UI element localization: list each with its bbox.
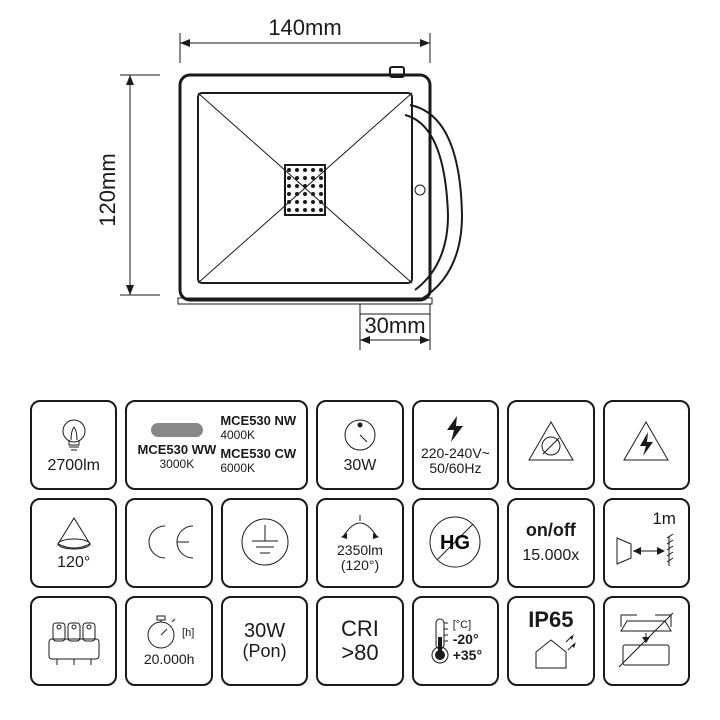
arc-icon	[337, 513, 383, 541]
tile-no-hg: HG	[412, 498, 499, 588]
tile-min-distance: 1m	[603, 498, 690, 588]
tile-lumens: 2700lm	[30, 400, 117, 490]
tile-earth	[221, 498, 308, 588]
pill-icon	[147, 419, 207, 441]
tile-voltage: 220-240V~ 50/60Hz	[412, 400, 499, 490]
cone-icon	[52, 514, 96, 552]
depth-label: 30mm	[364, 313, 425, 338]
house-rain-icon	[526, 632, 576, 672]
tile-beam-angle: 120°	[30, 498, 117, 588]
tile-models: MCE530 WW 3000K MCE530 NW 4000K MCE530 C…	[125, 400, 308, 490]
width-label: 140mm	[268, 15, 341, 40]
no-lamp-icon	[521, 414, 581, 474]
tile-temperature: [°C] -20° +35°	[412, 596, 499, 686]
tile-no-cover	[603, 596, 690, 686]
terminal-icon	[43, 613, 105, 667]
earth-icon	[238, 515, 292, 569]
tile-hv-warning	[603, 400, 690, 490]
tile-no-lamp	[507, 400, 594, 490]
bulb-icon	[57, 415, 91, 455]
tile-lifetime: [h] 20.000h	[125, 596, 212, 686]
tile-cycles: on/off 15.000x	[507, 498, 594, 588]
thermometer-icon	[429, 615, 451, 665]
tile-pon: 30W (Pon)	[221, 596, 308, 686]
hv-icon	[616, 414, 676, 474]
tile-ce	[125, 498, 212, 588]
distance-icon	[611, 528, 681, 574]
bolt-icon	[441, 414, 469, 444]
tile-ip65: IP65	[507, 596, 594, 686]
no-hg-icon: HG	[426, 513, 484, 571]
tile-power: 30W	[316, 400, 403, 490]
tile-lumens-angle: 2350lm (120°)	[316, 498, 403, 588]
dimension-diagram: 140mm 120mm 30mm	[60, 15, 510, 395]
ce-icon	[139, 520, 199, 564]
no-cover-icon	[613, 607, 679, 673]
spec-icon-grid: 2700lm MCE530 WW 3000K MCE530 NW 4000K M…	[30, 400, 690, 686]
tile-terminal	[30, 596, 117, 686]
stopwatch-icon	[144, 614, 178, 650]
svg-text:HG: HG	[440, 532, 470, 554]
height-label: 120mm	[95, 153, 120, 226]
dial-icon	[340, 415, 380, 455]
tile-cri: CRI >80	[316, 596, 403, 686]
